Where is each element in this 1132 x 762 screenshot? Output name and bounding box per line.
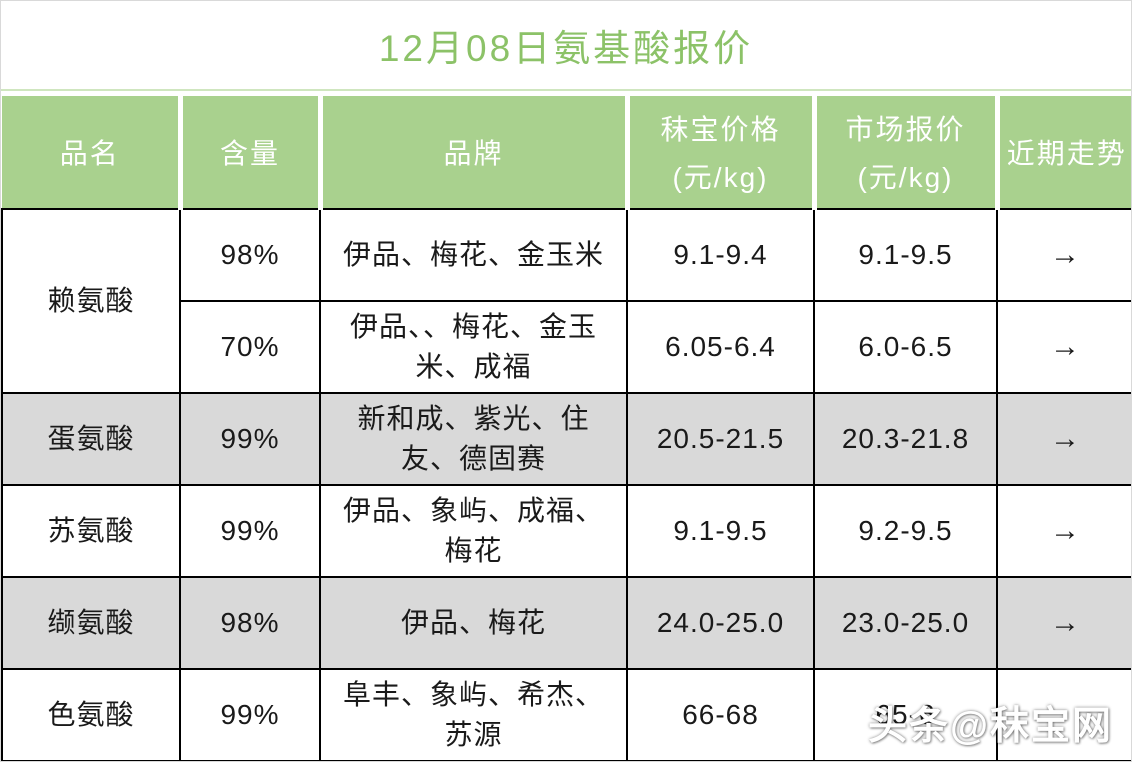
product-name-cell: 色氨酸 <box>1 667 181 761</box>
col-header-trend: 近期走势 <box>997 91 1131 209</box>
content-cell: 98% <box>179 575 321 670</box>
market-price-cell: 9.2-9.5 <box>813 483 998 578</box>
product-name-cell: 缬氨酸 <box>1 575 181 670</box>
header-unit: (元/kg) <box>857 161 954 193</box>
header-label: 含量 <box>219 137 280 169</box>
content-cell: 99% <box>179 391 321 486</box>
col-header-product-name: 品名 <box>2 91 183 209</box>
header-label: 品牌 <box>443 137 504 169</box>
brand-cell: 阜丰、象屿、希杰、苏源 <box>319 667 628 761</box>
brand-cell: 伊品、象屿、成福、梅花 <box>319 483 628 578</box>
market-price-cell: 9.1-9.5 <box>813 207 998 302</box>
table-body: 赖氨酸 98% 伊品、梅花、金玉米 9.1-9.4 9.1-9.5 → 70% … <box>1 207 1131 761</box>
market-price-cell: 20.3-21.8 <box>813 391 998 486</box>
trend-cell: → <box>996 299 1131 394</box>
table-row: 70% 伊品、、梅花、金玉米、成福 6.05-6.4 6.0-6.5 → <box>2 299 1131 394</box>
mobao-price-cell: 9.1-9.4 <box>626 207 815 302</box>
table-header: 品名 含量 品牌 秣宝价格 (元/kg) 市场报价 (元/kg) 近期走势 <box>2 91 1131 209</box>
header-label: 市场报价 <box>845 113 966 145</box>
table-row: 缬氨酸 98% 伊品、梅花 24.0-25.0 23.0-25.0 → <box>1 575 1131 670</box>
trend-cell: → <box>996 483 1131 578</box>
market-price-cell: 65-6 <box>813 667 998 761</box>
mobao-price-cell: 9.1-9.5 <box>626 483 815 578</box>
trend-cell: → <box>996 207 1131 302</box>
header-row: 品名 含量 品牌 秣宝价格 (元/kg) 市场报价 (元/kg) 近期走势 <box>2 91 1131 209</box>
content-cell: 99% <box>179 667 321 761</box>
content-cell: 98% <box>179 207 321 302</box>
content-cell: 99% <box>179 483 321 578</box>
col-header-mobao-price: 秣宝价格 (元/kg) <box>627 91 817 209</box>
product-name-cell: 赖氨酸 <box>1 207 181 394</box>
mobao-price-cell: 20.5-21.5 <box>626 391 815 486</box>
mobao-price-cell: 66-68 <box>626 667 815 761</box>
table-row: 赖氨酸 98% 伊品、梅花、金玉米 9.1-9.4 9.1-9.5 → <box>1 207 1131 394</box>
brand-cell: 新和成、紫光、住友、德固赛 <box>319 391 628 486</box>
market-price-cell: 23.0-25.0 <box>813 575 998 670</box>
page-title: 12月08日氨基酸报价 <box>1 1 1131 91</box>
header-label: 近期走势 <box>1006 137 1127 169</box>
header-unit: (元/kg) <box>672 161 769 193</box>
table-row: 苏氨酸 99% 伊品、象屿、成福、梅花 9.1-9.5 9.2-9.5 → <box>1 483 1131 578</box>
product-name-cell: 苏氨酸 <box>1 483 181 578</box>
price-table: 品名 含量 品牌 秣宝价格 (元/kg) 市场报价 (元/kg) 近期走势 <box>1 91 1131 761</box>
col-header-brand: 品牌 <box>320 91 630 209</box>
table-row: 蛋氨酸 99% 新和成、紫光、住友、德固赛 20.5-21.5 20.3-21.… <box>1 391 1131 486</box>
col-header-content: 含量 <box>180 91 323 209</box>
col-header-market-price: 市场报价 (元/kg) <box>814 91 1000 209</box>
trend-cell <box>996 667 1131 761</box>
market-price-cell: 6.0-6.5 <box>813 299 998 394</box>
header-label: 品名 <box>59 137 120 169</box>
mobao-price-cell: 24.0-25.0 <box>626 575 815 670</box>
table-row: 色氨酸 99% 阜丰、象屿、希杰、苏源 66-68 65-6 <box>1 667 1131 761</box>
mobao-price-cell: 6.05-6.4 <box>626 299 815 394</box>
trend-cell: → <box>996 391 1131 486</box>
header-label: 秣宝价格 <box>660 113 781 145</box>
brand-cell: 伊品、梅花、金玉米 <box>319 207 628 302</box>
trend-cell: → <box>996 575 1131 670</box>
brand-cell: 伊品、、梅花、金玉米、成福 <box>319 299 628 394</box>
product-name-cell: 蛋氨酸 <box>1 391 181 486</box>
brand-cell: 伊品、梅花 <box>319 575 628 670</box>
content-cell: 70% <box>179 299 321 394</box>
